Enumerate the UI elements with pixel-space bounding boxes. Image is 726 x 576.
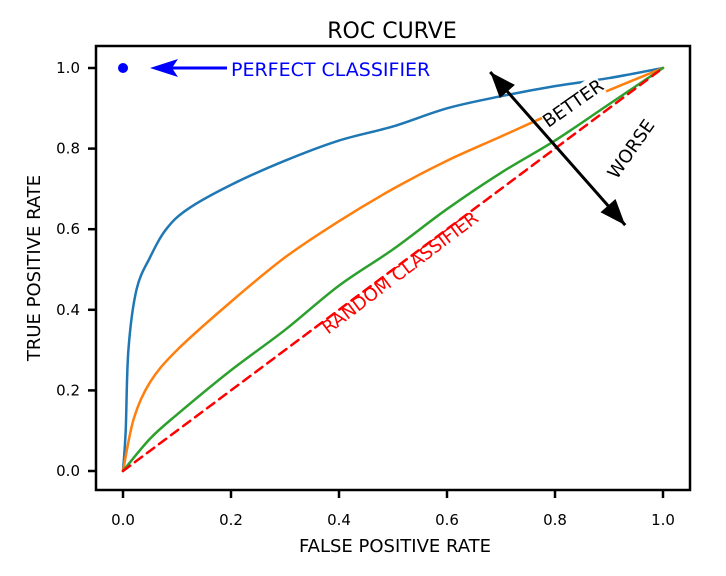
series-line-2 [121,66,665,473]
y-tick-label: 0.4 [56,301,80,319]
perfect-classifier-point [118,63,128,73]
random-classifier-label: RANDOM CLASSIFIER [318,208,482,339]
worse-arrow-head [600,199,626,226]
y-tick-label: 0.2 [56,381,80,399]
x-tick-label: 0.2 [219,511,243,529]
y-axis-label: TRUE POSITIVE RATE [24,175,45,362]
x-tick-label: 0.8 [543,511,567,529]
y-tick-label: 0.8 [56,140,80,158]
x-tick-label: 1.0 [651,511,675,529]
better-worse-arrow-shaft [489,71,627,227]
perfect-classifier-label: PERFECT CLASSIFIER [231,59,430,81]
x-tick-label: 0.0 [111,511,135,529]
chart-title: ROC CURVE [327,19,456,44]
better-label-bg [538,74,607,132]
series-line-3 [121,66,665,473]
x-axis-label: FALSE POSITIVE RATE [299,536,491,557]
y-tick-label: 1.0 [56,59,80,77]
x-tick-label: 0.6 [435,511,459,529]
worse-label: WORSE [604,116,660,183]
y-tick-label: 0.6 [56,220,80,238]
perfect-arrow-head [150,59,178,77]
x-tick-label: 0.4 [327,511,351,529]
y-tick-label: 0.0 [56,462,80,480]
better-arrow-head [490,72,515,99]
series-line-0 [121,66,665,473]
plot-frame [94,44,692,492]
